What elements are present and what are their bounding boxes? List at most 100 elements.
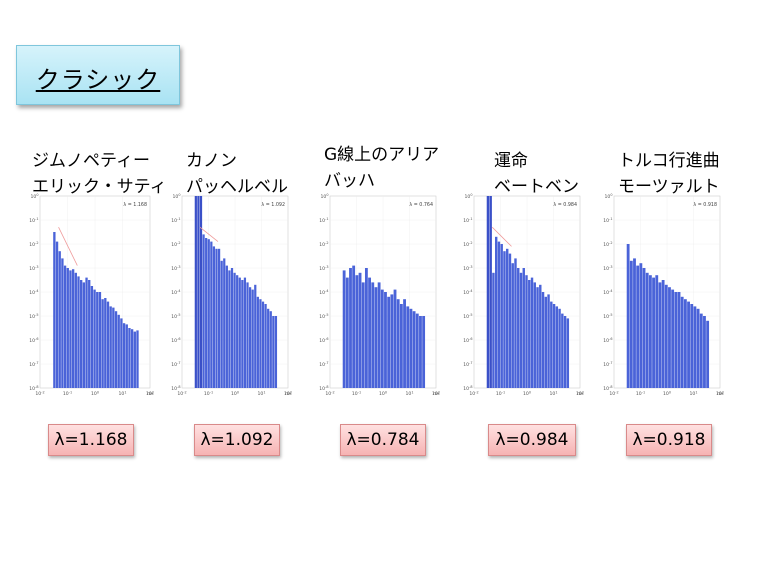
histogram-bar: [671, 289, 675, 388]
histogram-bar: [390, 294, 394, 388]
histogram-bar: [361, 282, 365, 388]
histogram-bar: [629, 260, 633, 388]
histogram-bar: [693, 306, 697, 388]
y-tick-label: 10-5: [463, 313, 472, 320]
y-tick-label: 10-8: [319, 385, 328, 392]
histogram-bar: [55, 241, 59, 388]
histogram-bar: [661, 280, 665, 388]
histogram-bar: [626, 244, 630, 388]
histogram-bar: [120, 318, 123, 388]
histogram-bar: [558, 308, 561, 388]
histogram-svg: λ = 1.092 100 10-1 10-2 10-3 10-4 10-5 10-6 10-7…: [171, 193, 292, 397]
histogram-bar: [674, 292, 678, 388]
piece-name: トルコ行進曲: [618, 151, 720, 171]
histogram-chart-5: λ = 0.918 100 10-1 10-2 10-3 10-4 10-5 10-6 10-7…: [600, 192, 726, 402]
histogram-bar: [642, 268, 646, 388]
histogram-bar: [194, 196, 197, 388]
histogram-bar: [368, 277, 371, 388]
y-tick-label: 100: [320, 193, 328, 200]
histogram-bar: [202, 234, 205, 388]
y-tick-label: 10-4: [29, 289, 38, 296]
histogram-bar: [506, 248, 509, 388]
y-tick-label: 10-8: [603, 385, 612, 392]
composer-name: バッハ: [324, 171, 375, 191]
histogram-bar: [77, 276, 80, 388]
y-tick-label: 10-5: [319, 313, 328, 320]
histogram-bar: [387, 296, 391, 388]
y-tick-label: 10-1: [171, 217, 180, 224]
histogram-svg: λ = 0.984 100 10-1 10-2 10-3 10-4 10-5 10-6 10-7…: [463, 193, 584, 397]
x-axis-unit-label: ms: [577, 391, 583, 396]
histogram-bar: [106, 301, 110, 388]
histogram-bar: [251, 289, 254, 388]
x-tick-label: 100: [663, 390, 671, 397]
histogram-bar: [225, 265, 228, 388]
histogram-bar: [377, 282, 381, 388]
x-tick-label: 102: [284, 390, 292, 397]
histogram-bar: [528, 280, 531, 388]
y-tick-label: 10-3: [603, 265, 612, 272]
piece-name: ジムノペティー: [32, 151, 150, 171]
histogram-bar: [652, 277, 655, 388]
histogram-bar: [494, 236, 498, 388]
y-tick-label: 10-7: [319, 361, 328, 368]
y-tick-label: 10-2: [29, 241, 38, 248]
histogram-bar: [566, 318, 570, 388]
histogram-svg: λ = 1.168 100 10-1 10-2 10-3 10-4 10-5 10-6 10-7…: [29, 193, 154, 397]
histogram-bar: [536, 287, 539, 388]
lambda-box-1: λ=1.168: [48, 424, 134, 456]
histogram-bar: [53, 232, 56, 388]
piece-name: G線上のアリア: [324, 145, 440, 165]
slide-title-box: クラシック: [16, 45, 180, 105]
histogram-bar: [563, 316, 567, 388]
y-tick-label: 10-6: [29, 337, 38, 344]
x-tick-label: 100: [523, 390, 531, 397]
fit-line: [491, 226, 512, 247]
histogram-bar: [259, 299, 262, 388]
x-tick-label: 101: [689, 390, 697, 397]
y-tick-label: 10-5: [603, 313, 612, 320]
histogram-bar: [544, 296, 548, 388]
histogram-bar: [272, 316, 275, 388]
histogram-bar: [122, 323, 126, 388]
histogram-bar: [703, 316, 706, 388]
y-tick-label: 10-7: [29, 361, 38, 368]
lambda-box-3: λ=0.784: [340, 424, 426, 456]
histogram-bar: [639, 263, 643, 388]
y-tick-label: 10-7: [463, 361, 472, 368]
x-tick-label: 10-1: [352, 390, 361, 397]
histogram-bar: [248, 287, 252, 388]
x-tick-label: 102: [146, 390, 154, 397]
histogram-bar: [85, 277, 88, 388]
histogram-bar: [267, 308, 270, 388]
y-tick-label: 10-7: [603, 361, 612, 368]
x-tick-label: 102: [432, 390, 440, 397]
histogram-bar: [508, 253, 512, 388]
histogram-bar: [530, 277, 534, 388]
piece-title-1: ジムノペティー エリック・サティ: [32, 148, 167, 200]
histogram-bar: [104, 298, 107, 388]
x-tick-label: 10-2: [609, 390, 618, 397]
y-tick-label: 10-3: [319, 265, 328, 272]
lambda-box-5: λ=0.918: [626, 424, 712, 456]
histogram-bar: [205, 238, 208, 388]
histogram-bar: [552, 304, 556, 388]
histogram-bar: [633, 258, 636, 388]
histogram-bar: [489, 196, 492, 388]
y-tick-label: 10-1: [319, 217, 328, 224]
histogram-bar: [699, 313, 703, 388]
histogram-chart-3: λ = 0.764 100 10-1 10-2 10-3 10-4 10-5 10-6 10-7…: [316, 192, 442, 402]
y-tick-label: 10-6: [603, 337, 612, 344]
histogram-bar: [550, 301, 553, 388]
histogram-bar: [547, 294, 550, 388]
histogram-bar: [88, 280, 91, 388]
histogram-bar: [384, 292, 387, 388]
x-tick-label: 10-1: [496, 390, 505, 397]
histogram-bar: [677, 292, 681, 388]
y-tick-label: 100: [172, 193, 180, 200]
y-tick-label: 10-4: [171, 289, 180, 296]
y-tick-label: 10-4: [463, 289, 472, 296]
histogram-bar: [114, 311, 118, 388]
y-tick-label: 10-8: [171, 385, 180, 392]
histogram-bar: [269, 311, 272, 388]
